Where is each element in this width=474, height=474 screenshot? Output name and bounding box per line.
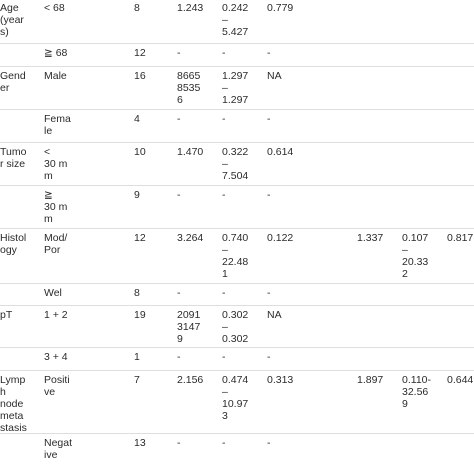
ratio-value: 8665 8535 6	[177, 70, 201, 106]
row-category: Positi ve	[44, 374, 70, 398]
ratio-value: 3.264	[177, 232, 204, 244]
table-row: Fema le 4 - - -	[0, 109, 474, 143]
ratio-value: 1.470	[177, 146, 204, 158]
adj-ci-value: 0.107 – 20.33 2	[402, 232, 429, 280]
ratio-value: -	[177, 437, 181, 449]
row-category: 1 + 2	[44, 309, 68, 321]
ci-value: -	[222, 189, 226, 201]
ci-value: -	[222, 437, 226, 449]
adj-ratio-value: 1.337	[357, 232, 384, 244]
ci-value: 0.474 – 10.97 3	[222, 374, 249, 422]
ratio-value: -	[177, 113, 181, 125]
adj-ratio-value: 1.897	[357, 374, 384, 386]
row-category: ≧ 68	[44, 47, 68, 59]
adj-p-value: 0.817	[447, 232, 474, 244]
row-category: < 30 m m	[44, 146, 68, 182]
adj-ci-value: 0.110- 32.56 9	[402, 374, 431, 410]
row-category: ≧ 30 m m	[44, 189, 68, 225]
table-row: Wel 8 - - -	[0, 283, 474, 306]
ratio-value: -	[177, 351, 181, 363]
ratio-value: 2.156	[177, 374, 204, 386]
p-value: 0.122	[267, 232, 294, 244]
row-category: Mod/ Por	[44, 232, 68, 256]
row-category: Male	[44, 70, 67, 82]
ratio-value: -	[177, 287, 181, 299]
ci-value: -	[222, 287, 226, 299]
count-value: 16	[134, 70, 146, 82]
row-label: Histol ogy	[0, 232, 27, 256]
ci-value: 0.740 – 22.48 1	[222, 232, 249, 280]
ci-value: -	[222, 47, 226, 59]
table-row: Histol ogy Mod/ Por 12 3.264 0.740 – 22.48 1…	[0, 228, 474, 284]
count-value: 1	[134, 351, 140, 363]
table-row: Negat ive 13 - - -	[0, 433, 474, 474]
ci-value: 1.297 – 1.297	[222, 70, 249, 106]
ci-value: 0.242 – 5.427	[222, 2, 249, 38]
table-row: Age (year s) < 68 8 1.243 0.242 – 5.427 0.779	[0, 0, 474, 44]
row-category: Fema le	[44, 113, 71, 137]
p-value: -	[267, 351, 271, 363]
row-category: Wel	[44, 287, 62, 299]
row-label: Age (year s)	[0, 2, 24, 38]
ci-value: -	[222, 113, 226, 125]
row-label: Gend er	[0, 70, 26, 94]
p-value: NA	[267, 309, 282, 321]
row-category: Negat ive	[44, 437, 73, 461]
table-row: pT 1 + 2 19 2091 3147 9 0.302 – 0.302 NA	[0, 305, 474, 348]
ratio-value: -	[177, 189, 181, 201]
adj-p-value: 0.644	[447, 374, 474, 386]
count-value: 4	[134, 113, 140, 125]
ratio-value: -	[177, 47, 181, 59]
p-value: -	[267, 113, 271, 125]
p-value: NA	[267, 70, 282, 82]
ratio-value: 2091 3147 9	[177, 309, 201, 345]
p-value: -	[267, 47, 271, 59]
table-row: Lymp h node meta stasis Positi ve 7 2.156 0.…	[0, 370, 474, 434]
p-value: -	[267, 189, 271, 201]
count-value: 7	[134, 374, 140, 386]
p-value: 0.779	[267, 2, 294, 14]
table-row: ≧ 68 12 - - -	[0, 43, 474, 67]
count-value: 19	[134, 309, 146, 321]
ci-value: 0.302 – 0.302	[222, 309, 249, 345]
count-value: 8	[134, 287, 140, 299]
ci-value: -	[222, 351, 226, 363]
count-value: 8	[134, 2, 140, 14]
table-row: ≧ 30 m m 9 - - -	[0, 185, 474, 229]
p-value: -	[267, 287, 271, 299]
count-value: 13	[134, 437, 146, 449]
table-row: 3 + 4 1 - - -	[0, 347, 474, 371]
p-value: 0.313	[267, 374, 294, 386]
p-value: 0.614	[267, 146, 294, 158]
row-label: Lymp h node meta stasis	[0, 374, 27, 434]
count-value: 9	[134, 189, 140, 201]
count-value: 12	[134, 47, 146, 59]
table-row: Tumo r size < 30 m m 10 1.470 0.322 – 7.504 0…	[0, 142, 474, 186]
count-value: 12	[134, 232, 146, 244]
row-label: Tumo r size	[0, 146, 27, 170]
ci-value: 0.322 – 7.504	[222, 146, 249, 182]
ratio-value: 1.243	[177, 2, 204, 14]
count-value: 10	[134, 146, 146, 158]
table-row: Gend er Male 16 8665 8535 6 1.297 – 1.297 NA	[0, 66, 474, 110]
p-value: -	[267, 437, 271, 449]
row-label: pT	[0, 309, 13, 321]
row-category: 3 + 4	[44, 351, 68, 363]
row-category: < 68	[44, 2, 65, 14]
